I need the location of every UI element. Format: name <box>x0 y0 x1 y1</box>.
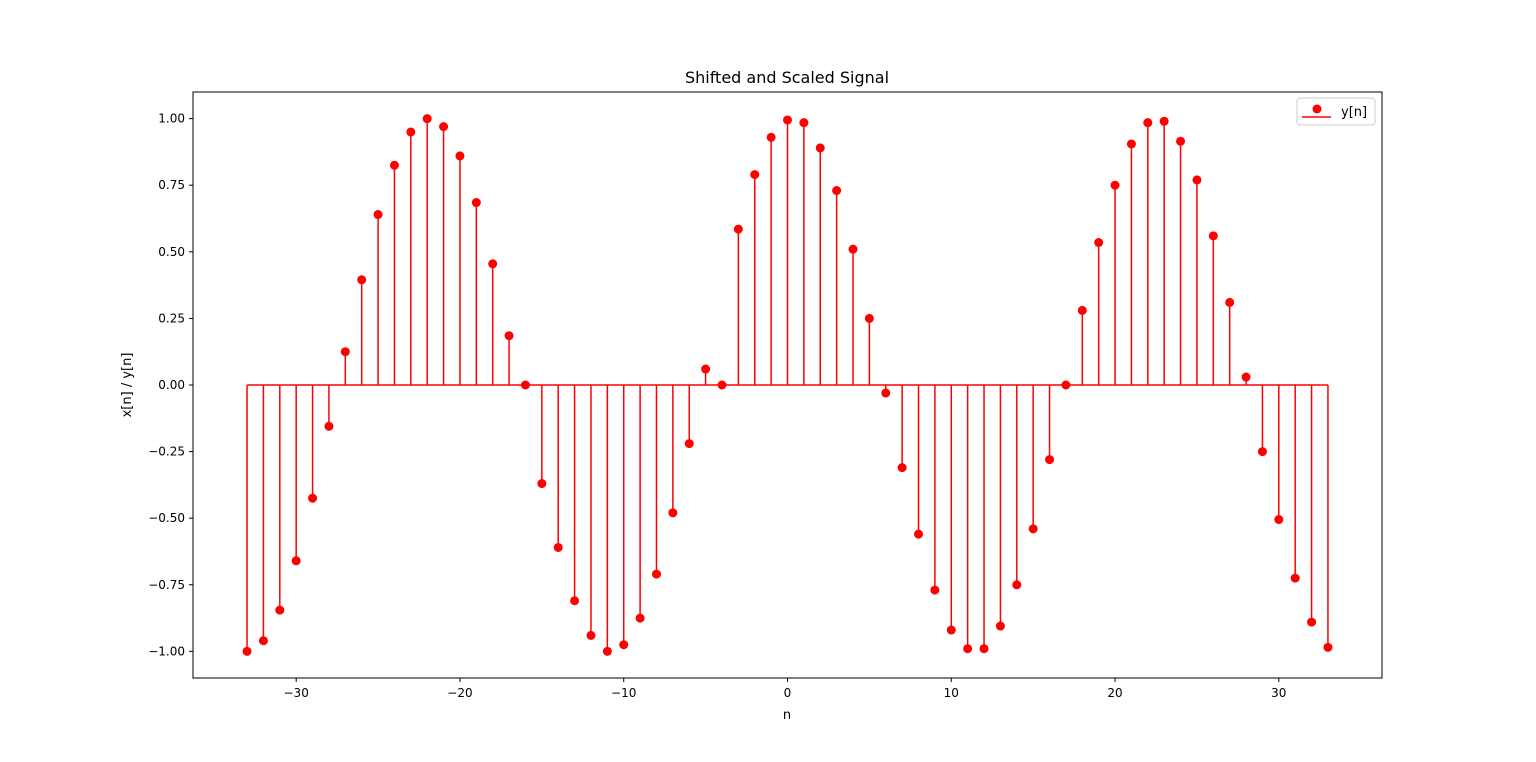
y-axis-label: x[n] / y[n] <box>120 353 135 418</box>
stem-marker <box>373 210 383 220</box>
stem-marker <box>1045 455 1055 465</box>
y-tick-label: −1.00 <box>148 644 185 658</box>
y-tick-label: −0.75 <box>148 578 185 592</box>
stem-marker <box>1307 617 1317 627</box>
stem-marker <box>340 347 350 357</box>
stem-marker <box>1061 380 1071 390</box>
stem-marker <box>717 380 727 390</box>
stem-marker <box>1176 136 1186 146</box>
stem-marker <box>897 463 907 473</box>
y-tick-label: −0.50 <box>148 511 185 525</box>
stem-marker <box>471 198 481 208</box>
stem-marker <box>766 132 776 142</box>
stem-marker <box>357 275 367 285</box>
legend-marker-icon <box>1312 104 1322 114</box>
stem-marker <box>1241 372 1251 382</box>
x-tick-label: 0 <box>784 686 792 700</box>
chart-title: Shifted and Scaled Signal <box>685 68 889 87</box>
stem-marker <box>406 127 416 137</box>
legend-label: y[n] <box>1341 105 1367 120</box>
x-tick-label: −30 <box>284 686 309 700</box>
stem-marker <box>586 630 596 640</box>
stem-marker <box>275 605 285 615</box>
stem-marker <box>1110 180 1120 190</box>
stem-marker <box>783 115 792 125</box>
stem-marker <box>930 585 940 595</box>
stem-marker <box>668 508 678 518</box>
stem-marker <box>291 556 301 566</box>
y-axis-ticks: 1.00 0.75 0.50 0.25 0.00 −0.25 −0.50 −0.75 −1.00 <box>148 112 193 658</box>
stem-marker <box>1077 305 1087 315</box>
stem-marker <box>881 388 891 398</box>
stem-marker <box>799 118 809 128</box>
x-tick-label: 10 <box>944 686 959 700</box>
y-tick-label: 0.25 <box>158 311 185 325</box>
stem-marker <box>1208 231 1218 241</box>
stem-marker <box>258 636 268 646</box>
x-tick-label: −10 <box>611 686 636 700</box>
x-tick-label: −20 <box>447 686 472 700</box>
stem-marker <box>1094 237 1104 247</box>
stem-marker <box>1159 116 1169 126</box>
x-axis-ticks: −30 −20 −10 0 10 20 30 <box>284 678 1286 700</box>
stem-marker <box>1257 447 1267 457</box>
stem-marker <box>570 596 580 606</box>
stem-marker <box>242 646 252 656</box>
stem-marker <box>914 529 924 539</box>
stem-marker <box>733 224 743 234</box>
stem-marker <box>602 646 612 656</box>
stem-marker <box>488 259 498 269</box>
legend: y[n] <box>1296 97 1376 126</box>
stem-marker <box>635 613 645 623</box>
stem-marker <box>1323 642 1333 652</box>
stem-marker <box>832 186 842 196</box>
stem-marker <box>1012 580 1022 590</box>
stem-marker <box>389 160 399 170</box>
stem-marker <box>1290 573 1300 583</box>
stem-marker <box>324 421 334 431</box>
stem-marker <box>684 439 694 449</box>
stem-marker <box>1274 515 1284 525</box>
stem-marker <box>848 244 858 254</box>
stem-marker <box>815 143 825 153</box>
x-tick-label: 30 <box>1271 686 1286 700</box>
stem-marker <box>422 114 432 124</box>
stem-marker <box>308 493 318 503</box>
stem-marker <box>537 479 547 489</box>
stem-marker <box>553 542 563 552</box>
stem-marker <box>439 122 449 132</box>
stem-marker <box>979 644 989 654</box>
x-tick-label: 20 <box>1107 686 1122 700</box>
y-tick-label: 1.00 <box>158 112 185 126</box>
stem-marker <box>1028 524 1038 534</box>
stem-marker <box>619 640 629 650</box>
stem-marker <box>701 364 711 374</box>
stem-marker <box>963 644 973 654</box>
x-axis-label: n <box>783 708 791 723</box>
stem-marker <box>1192 175 1202 185</box>
stem-marker <box>504 331 514 341</box>
stem-marker <box>1126 139 1136 149</box>
stem-marker <box>995 621 1005 631</box>
stem-marker <box>1225 297 1235 307</box>
stem-marker <box>520 380 530 390</box>
stem-marker <box>651 569 661 579</box>
stem-marker <box>455 151 465 161</box>
stem-lines <box>246 118 1329 652</box>
y-tick-label: −0.25 <box>148 445 185 459</box>
stem-markers <box>242 114 1333 656</box>
y-tick-label: 0.00 <box>158 378 185 392</box>
y-tick-label: 0.50 <box>158 245 185 259</box>
stem-marker <box>750 170 760 180</box>
stem-marker <box>946 625 956 635</box>
y-tick-label: 0.75 <box>158 178 185 192</box>
stem-marker <box>864 313 874 323</box>
stem-marker <box>1143 118 1153 128</box>
